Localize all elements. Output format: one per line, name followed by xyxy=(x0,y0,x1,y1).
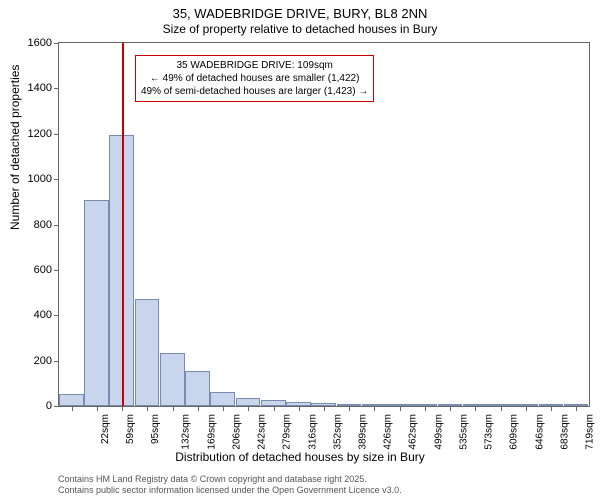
xtick-label: 646sqm xyxy=(534,414,545,450)
xtick xyxy=(274,406,275,411)
xtick-label: 462sqm xyxy=(408,414,419,450)
annotation-line: 35 WADEBRIDGE DRIVE: 109sqm xyxy=(141,59,368,72)
xtick-label: 719sqm xyxy=(585,414,596,450)
xtick xyxy=(147,406,148,411)
histogram-bar xyxy=(236,398,261,406)
xtick-label: 242sqm xyxy=(257,414,268,450)
ytick xyxy=(54,179,59,180)
ytick-label: 800 xyxy=(34,219,52,231)
histogram-chart: 35, WADEBRIDGE DRIVE, BURY, BL8 2NN Size… xyxy=(0,0,600,500)
plot-area: 0200400600800100012001400160022sqm59sqm9… xyxy=(58,42,590,407)
x-axis-label: Distribution of detached houses by size … xyxy=(0,450,600,464)
xtick xyxy=(450,406,451,411)
xtick-label: 683sqm xyxy=(559,414,570,450)
ytick xyxy=(54,43,59,44)
xtick-label: 573sqm xyxy=(484,414,495,450)
xtick-label: 389sqm xyxy=(358,414,369,450)
xtick-label: 132sqm xyxy=(181,414,192,450)
ytick xyxy=(54,315,59,316)
xtick xyxy=(501,406,502,411)
annotation-box: 35 WADEBRIDGE DRIVE: 109sqm← 49% of deta… xyxy=(135,55,374,102)
histogram-bar xyxy=(210,392,235,406)
ytick-label: 1600 xyxy=(28,37,52,49)
property-marker-line xyxy=(122,43,124,406)
xtick xyxy=(72,406,73,411)
xtick-label: 609sqm xyxy=(509,414,520,450)
xtick xyxy=(173,406,174,411)
ytick-label: 600 xyxy=(34,264,52,276)
xtick-label: 499sqm xyxy=(433,414,444,450)
xtick-label: 169sqm xyxy=(206,414,217,450)
credit-line-1: Contains HM Land Registry data © Crown c… xyxy=(58,474,402,485)
ytick xyxy=(54,270,59,271)
credit-line-2: Contains public sector information licen… xyxy=(58,485,402,496)
histogram-bar xyxy=(84,200,109,406)
ytick xyxy=(54,406,59,407)
ytick-label: 200 xyxy=(34,355,52,367)
xtick xyxy=(475,406,476,411)
chart-title-main: 35, WADEBRIDGE DRIVE, BURY, BL8 2NN xyxy=(0,6,600,21)
xtick xyxy=(374,406,375,411)
histogram-bar xyxy=(185,371,210,406)
xtick-label: 426sqm xyxy=(383,414,394,450)
y-axis-label: Number of detached properties xyxy=(8,65,22,230)
ytick-label: 1400 xyxy=(28,82,52,94)
xtick-label: 95sqm xyxy=(150,414,161,444)
xtick xyxy=(425,406,426,411)
histogram-bar xyxy=(160,353,185,406)
xtick xyxy=(97,406,98,411)
ytick xyxy=(54,225,59,226)
xtick xyxy=(400,406,401,411)
ytick xyxy=(54,134,59,135)
credits-text: Contains HM Land Registry data © Crown c… xyxy=(58,474,402,497)
xtick-label: 59sqm xyxy=(125,414,136,444)
annotation-line: 49% of semi-detached houses are larger (… xyxy=(141,85,368,98)
xtick-label: 535sqm xyxy=(459,414,470,450)
xtick xyxy=(576,406,577,411)
xtick xyxy=(551,406,552,411)
histogram-bar xyxy=(135,299,160,406)
ytick-label: 400 xyxy=(34,309,52,321)
xtick-label: 206sqm xyxy=(231,414,242,450)
ytick-label: 0 xyxy=(46,400,52,412)
xtick xyxy=(198,406,199,411)
xtick xyxy=(526,406,527,411)
ytick-label: 1000 xyxy=(28,173,52,185)
xtick-label: 352sqm xyxy=(332,414,343,450)
xtick-label: 22sqm xyxy=(100,414,111,444)
histogram-bar xyxy=(59,394,84,406)
xtick xyxy=(299,406,300,411)
chart-title-sub: Size of property relative to detached ho… xyxy=(0,22,600,36)
xtick xyxy=(349,406,350,411)
xtick xyxy=(248,406,249,411)
ytick xyxy=(54,361,59,362)
ytick-label: 1200 xyxy=(28,128,52,140)
xtick-label: 316sqm xyxy=(307,414,318,450)
ytick xyxy=(54,88,59,89)
annotation-line: ← 49% of detached houses are smaller (1,… xyxy=(141,72,368,85)
xtick xyxy=(324,406,325,411)
xtick-label: 279sqm xyxy=(282,414,293,450)
xtick xyxy=(223,406,224,411)
xtick xyxy=(122,406,123,411)
